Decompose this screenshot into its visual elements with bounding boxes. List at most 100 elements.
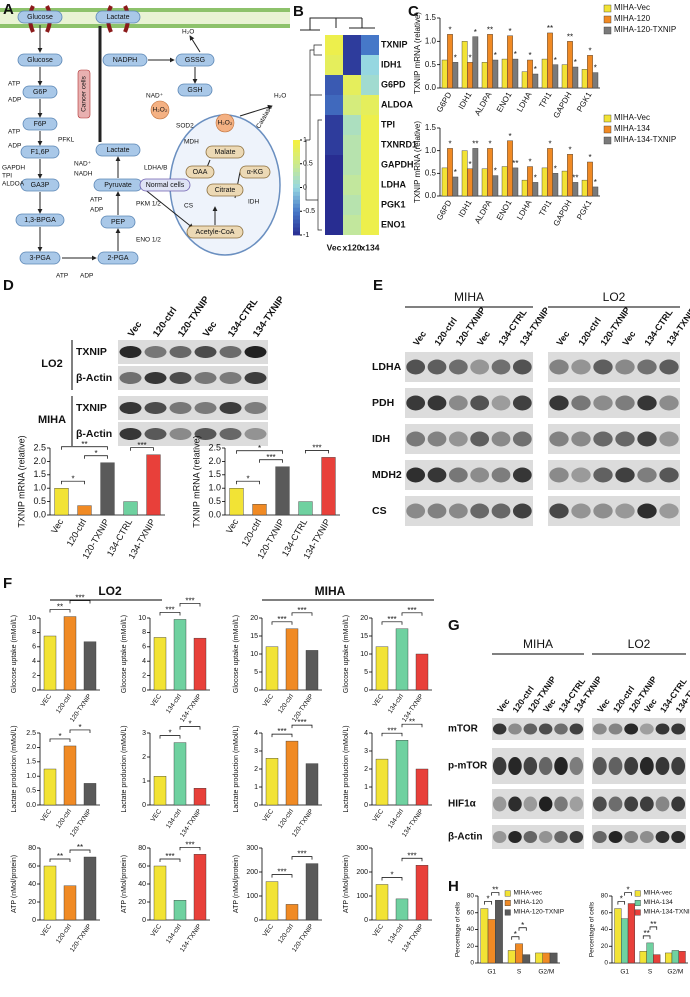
colorbar-slice: [293, 211, 300, 216]
blot-band: [470, 395, 490, 411]
y-axis-label: ATP (nMol/protein): [121, 855, 128, 913]
blot-band: [549, 431, 569, 447]
significance: *: [71, 474, 74, 483]
pathway-label: H₂O: [274, 93, 286, 100]
significance: *: [626, 886, 629, 895]
node-label: Normal cells: [146, 182, 185, 189]
row-label: PDH: [372, 397, 394, 409]
bar: [492, 59, 499, 89]
blot-band: [615, 467, 635, 483]
group-label: MIHA: [523, 637, 553, 651]
blot-band: [549, 467, 569, 483]
bracket: [69, 729, 91, 733]
blot: [405, 460, 533, 490]
blot-band: [169, 346, 192, 358]
colorbar-slice: [293, 215, 300, 220]
y-tick-label: 0: [32, 917, 36, 924]
colorbar-label: 0.5: [303, 161, 313, 168]
bar: [587, 55, 593, 89]
bar: [265, 646, 279, 691]
pathway-label: ATP: [56, 273, 68, 280]
pathway-label: H₂O₂: [153, 107, 168, 114]
y-tick-label: 1.0: [208, 483, 221, 493]
y-tick-label: 1.5: [208, 469, 221, 479]
heat-cell: [325, 215, 343, 235]
bracket: [49, 738, 71, 742]
blot-band: [554, 723, 568, 735]
significance: ***: [407, 606, 416, 615]
significance: **: [492, 886, 498, 895]
y-tick-label: 10: [138, 615, 146, 622]
y-tick-label: 3: [254, 748, 258, 755]
y-tick-label: 80: [467, 893, 475, 900]
pathway-label: LDHA/B: [144, 165, 167, 172]
bar: [415, 865, 429, 921]
x-tick-label: 120-ctrl: [55, 693, 73, 715]
column-label: x120: [343, 242, 362, 252]
bar: [639, 951, 647, 964]
legend-label: MIHA-Vec: [614, 3, 650, 12]
lane-label: Vec: [495, 696, 512, 714]
bar: [123, 501, 138, 516]
significance: **: [650, 920, 656, 929]
colorbar-slice: [293, 187, 300, 192]
blot-band: [144, 372, 167, 384]
colorbar-slice: [293, 219, 300, 224]
node: [102, 53, 148, 67]
bar: [173, 619, 187, 691]
cancer-box: [77, 69, 91, 119]
node-label: Pyruvate: [104, 182, 132, 189]
significance: *: [534, 174, 537, 183]
y-tick-label: 0.0: [208, 509, 221, 519]
legend-label: MIHA-120-TXNIP: [614, 25, 676, 34]
colorbar-slice: [293, 151, 300, 157]
y-tick-label: 10: [250, 651, 258, 658]
bar: [501, 58, 508, 89]
significance: *: [474, 28, 477, 37]
row-label: mTOR: [448, 724, 479, 735]
significance: *: [78, 723, 81, 732]
blot-band: [244, 346, 267, 358]
blot-band: [615, 359, 635, 375]
bar: [567, 154, 573, 197]
significance: *: [508, 132, 511, 141]
heat-cell: [361, 35, 379, 55]
x-tick-label: 120-ctrl: [55, 923, 73, 945]
node-label: NADPH: [113, 57, 138, 64]
blot-band: [571, 359, 591, 375]
y-axis-label: Lactate production (mMol/L): [343, 725, 350, 812]
node: [205, 145, 245, 159]
blot: [118, 396, 268, 420]
y-tick-label: 6: [142, 644, 146, 651]
y-tick-label: 60: [138, 863, 146, 870]
y-tick-label: 80: [601, 893, 609, 900]
node-label: 1,3-BPGA: [24, 217, 56, 224]
pathway-label: TPI: [2, 173, 12, 180]
y-tick-label: 2: [364, 766, 368, 773]
blot-band: [593, 359, 613, 375]
x-tick-label: 134-ctrl: [165, 923, 183, 945]
blot-band: [593, 503, 613, 519]
x-tick-label: PGK1: [575, 90, 594, 113]
y-tick-label: 0: [142, 917, 146, 924]
significance: **: [472, 140, 478, 149]
colorbar-label: 0: [303, 184, 307, 191]
blot: [492, 748, 584, 784]
y-tick-label: 80: [28, 845, 36, 852]
significance: *: [620, 895, 623, 904]
y-tick-label: 1.0: [425, 146, 437, 155]
x-tick-label: ENO1: [495, 198, 514, 222]
y-tick-label: 2.0: [26, 744, 36, 751]
legend-label: MIHA-120: [514, 899, 544, 906]
colorbar-slice: [293, 223, 300, 228]
blot-band: [470, 359, 490, 375]
lane-label: Vec: [620, 329, 637, 347]
h2o2-marker: [150, 100, 170, 120]
bar: [678, 951, 686, 964]
blot-band: [554, 757, 568, 775]
significance: **: [567, 32, 573, 41]
y-axis-label: TXNIP mRNA (relative): [191, 435, 201, 527]
x-tick-label: 120-ctrl: [55, 808, 73, 830]
node-label: Lactate: [107, 147, 130, 154]
y-axis-label: TXNIP mRNA (relative): [413, 121, 422, 203]
